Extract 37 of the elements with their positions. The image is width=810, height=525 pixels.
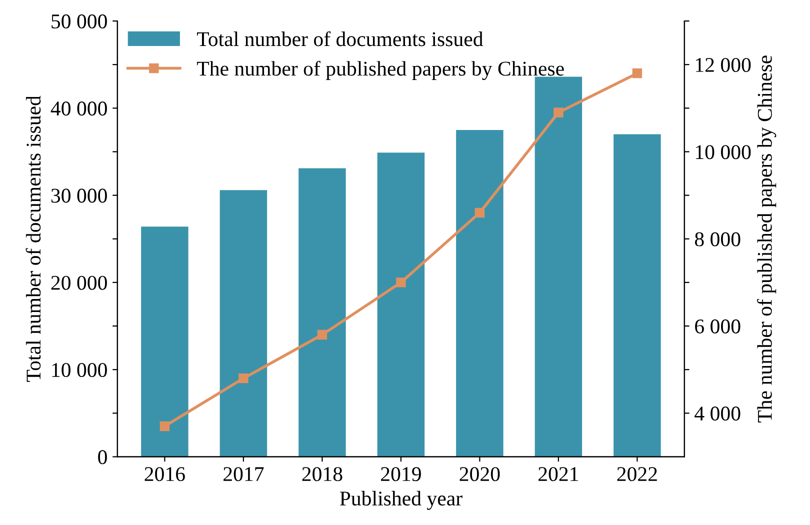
point [160, 421, 170, 432]
point [238, 373, 248, 384]
y2-tick-label: 10 000 [696, 145, 751, 160]
point [474, 208, 485, 218]
bar [614, 134, 661, 457]
y-tick-label: 50 000 [52, 14, 107, 28]
point [632, 68, 642, 78]
bar [298, 168, 346, 457]
y2-tick-label: 12 000 [696, 58, 751, 72]
y2-axis-title: The number of published papers by Chinese [757, 56, 776, 422]
y2-tick-label: 4 000 [694, 406, 740, 421]
x-tick-label: 2016 [144, 467, 185, 482]
y-tick-label: 0 [98, 450, 107, 464]
y-tick-label: 30 000 [51, 188, 107, 203]
x-tick-label: 2022 [617, 467, 657, 482]
bar [377, 152, 425, 457]
x-tick-label: 2020 [460, 467, 500, 482]
x-tick-label: 2021 [538, 467, 578, 482]
x-axis-title: Published year [340, 490, 462, 510]
bar [141, 226, 188, 457]
legend-label: Total number of documents issued [196, 31, 484, 46]
y-tick-label: 20 000 [51, 276, 107, 290]
bar [220, 190, 268, 457]
y2-tick-label: 6 000 [695, 319, 740, 334]
y-tick-label: 40 000 [50, 102, 107, 116]
legend-label: The number of published papers by Chinese [196, 60, 564, 80]
point [554, 108, 564, 118]
bar [534, 76, 582, 457]
y-tick-label: 10 000 [52, 362, 107, 378]
x-tick-label: 2018 [302, 467, 342, 482]
point [317, 330, 328, 340]
bar [456, 130, 504, 457]
point [396, 278, 406, 288]
y2-tick-label: 8 000 [694, 232, 740, 246]
x-tick-label: 2019 [381, 467, 421, 482]
x-tick-label: 2017 [224, 467, 264, 482]
y-axis-title: Total number of documents issued [26, 96, 41, 382]
